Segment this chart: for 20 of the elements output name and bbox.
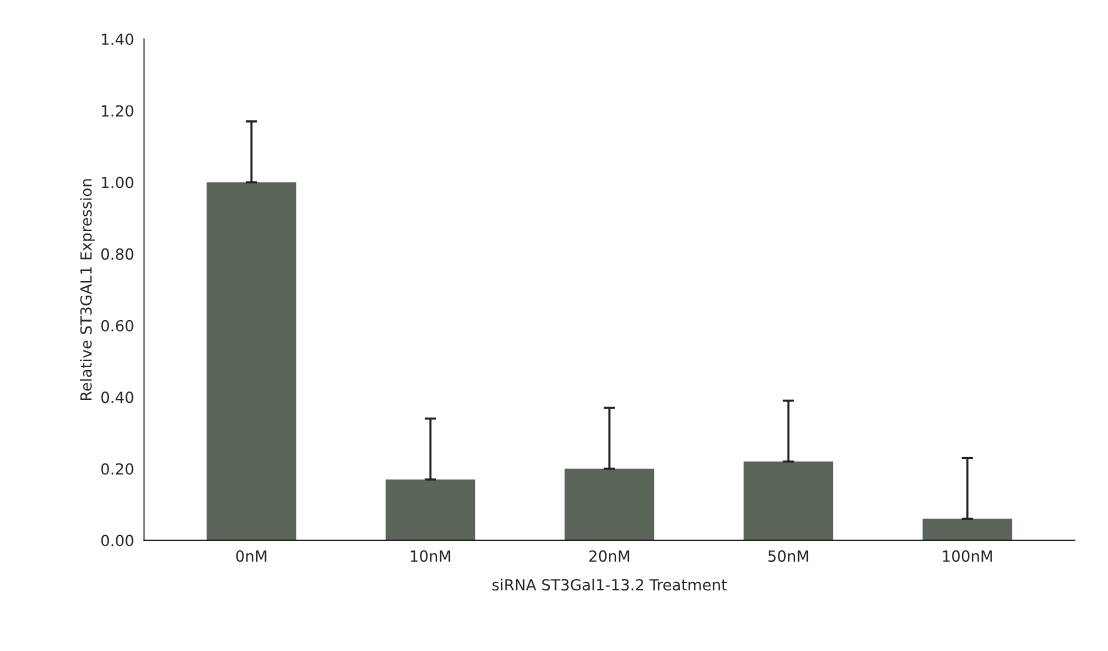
bar (564, 468, 655, 541)
x-axis-title: siRNA ST3Gal1-13.2 Treatment (492, 578, 727, 591)
x-tick-label: 100nM (943, 550, 992, 562)
y-tick-label: 0.60 (101, 319, 134, 332)
y-axis-title: Relative ST3GAL1 Expression (79, 179, 95, 400)
x-tick-label: 20nM (589, 550, 630, 562)
y-tick-label: 0.00 (101, 534, 134, 547)
y-tick-label: 1.40 (101, 33, 134, 46)
bar (385, 479, 476, 541)
bar (743, 461, 834, 541)
y-tick-label: 1.00 (101, 176, 134, 189)
y-tick-label: 1.20 (101, 105, 134, 117)
x-tick-label: 0nM (236, 550, 267, 562)
x-tick-label: 10nM (410, 550, 451, 562)
x-tick-label: 50nM (768, 550, 809, 562)
bar (206, 182, 297, 541)
bar (922, 518, 1013, 541)
y-tick-label: 0.80 (101, 248, 134, 260)
y-tick-label: 0.20 (101, 463, 134, 475)
y-tick-label: 0.40 (101, 391, 134, 404)
